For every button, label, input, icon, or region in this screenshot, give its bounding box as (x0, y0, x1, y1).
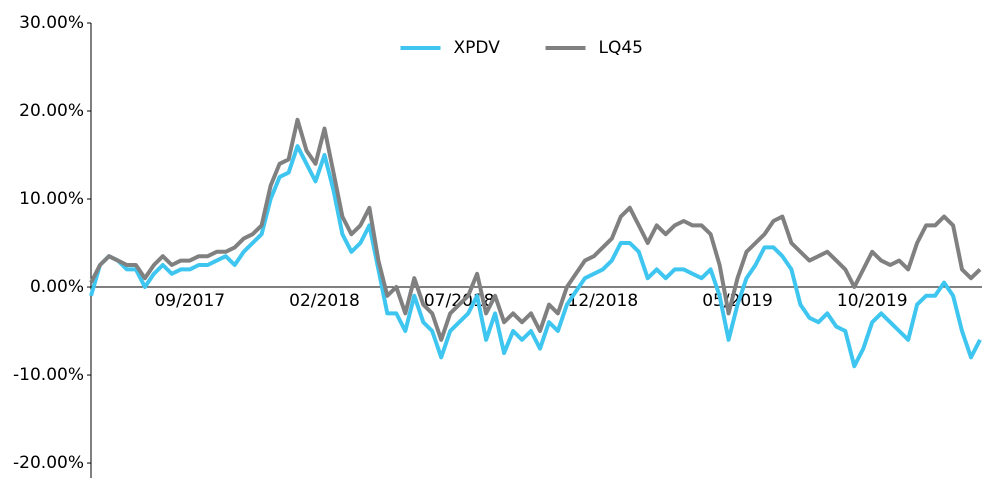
y-tick-label: 0.00% (30, 277, 84, 297)
series-line (89, 117, 982, 342)
x-tick-label: 10/2019 (837, 291, 908, 311)
x-tick-label: 12/2018 (568, 291, 639, 311)
y-tick-label: -10.00% (13, 365, 84, 385)
y-tick-label: 20.00% (19, 101, 84, 121)
x-tick-label: 09/2017 (154, 291, 225, 311)
y-tick-label: -20.00% (13, 453, 84, 473)
legend-label: LQ45 (599, 38, 643, 58)
legend-label: XPDV (454, 38, 501, 58)
series-line (89, 144, 982, 369)
y-tick-label: 30.00% (19, 13, 84, 33)
x-tick-label: 02/2018 (289, 291, 360, 311)
y-tick-label: 10.00% (19, 189, 84, 209)
